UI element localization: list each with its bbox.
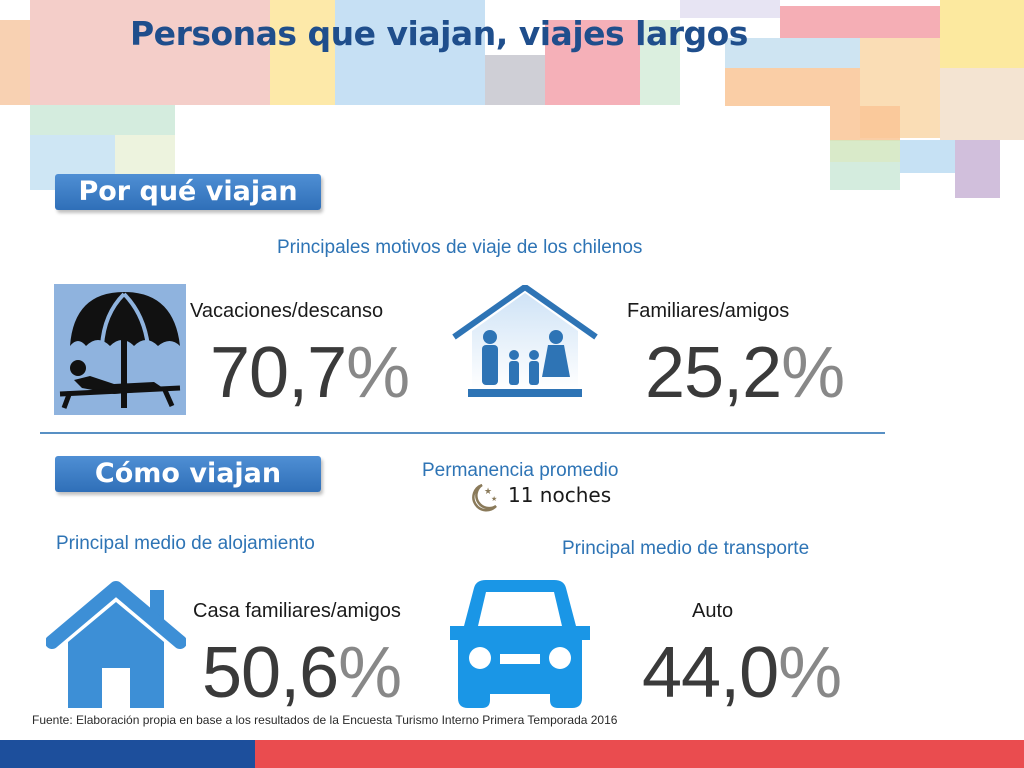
footer-bar-blue: [0, 740, 255, 768]
tab-como-viajan: Cómo viajan: [55, 456, 321, 492]
permanencia-label: Permanencia promedio: [422, 460, 619, 481]
car-icon: [446, 578, 594, 712]
house-icon: [45, 580, 187, 710]
tab-por-que-viajan: Por qué viajan: [55, 174, 321, 210]
svg-text:★: ★: [484, 487, 492, 497]
vacaciones-label: Vacaciones/descanso: [190, 300, 384, 322]
family-house-icon: [450, 283, 600, 400]
alojamiento-unit: %: [338, 633, 402, 713]
permanencia-value: 11 noches: [508, 483, 612, 507]
vacaciones-value: 70,7%: [210, 332, 410, 414]
svg-text:★: ★: [491, 495, 497, 503]
alojamiento-value: 50,6%: [202, 632, 402, 714]
motivos-subtitle: Principales motivos de viaje de los chil…: [277, 237, 643, 258]
transporte-number: 44,0: [642, 633, 779, 713]
familiares-unit: %: [781, 333, 845, 413]
source-footnote: Fuente: Elaboración propia en base a los…: [32, 713, 618, 727]
transporte-label: Auto: [692, 600, 734, 622]
transporte-unit: %: [778, 633, 842, 713]
moon-stars-icon: ★ ★: [466, 482, 500, 512]
alojamiento-label: Casa familiares/amigos: [193, 600, 401, 622]
transporte-title: Principal medio de transporte: [562, 538, 810, 559]
alojamiento-number: 50,6: [202, 633, 339, 713]
alojamiento-title: Principal medio de alojamiento: [56, 533, 315, 554]
vacaciones-number: 70,7: [210, 333, 347, 413]
familiares-number: 25,2: [645, 333, 782, 413]
section-divider: [40, 432, 885, 434]
transporte-value: 44,0%: [642, 632, 842, 714]
familiares-label: Familiares/amigos: [627, 300, 790, 322]
familiares-value: 25,2%: [645, 332, 845, 414]
footer-bar-red: [255, 740, 1024, 768]
vacaciones-unit: %: [346, 333, 410, 413]
beach-umbrella-icon: [54, 284, 186, 415]
page-title: Personas que viajan, viajes largos: [130, 14, 748, 53]
